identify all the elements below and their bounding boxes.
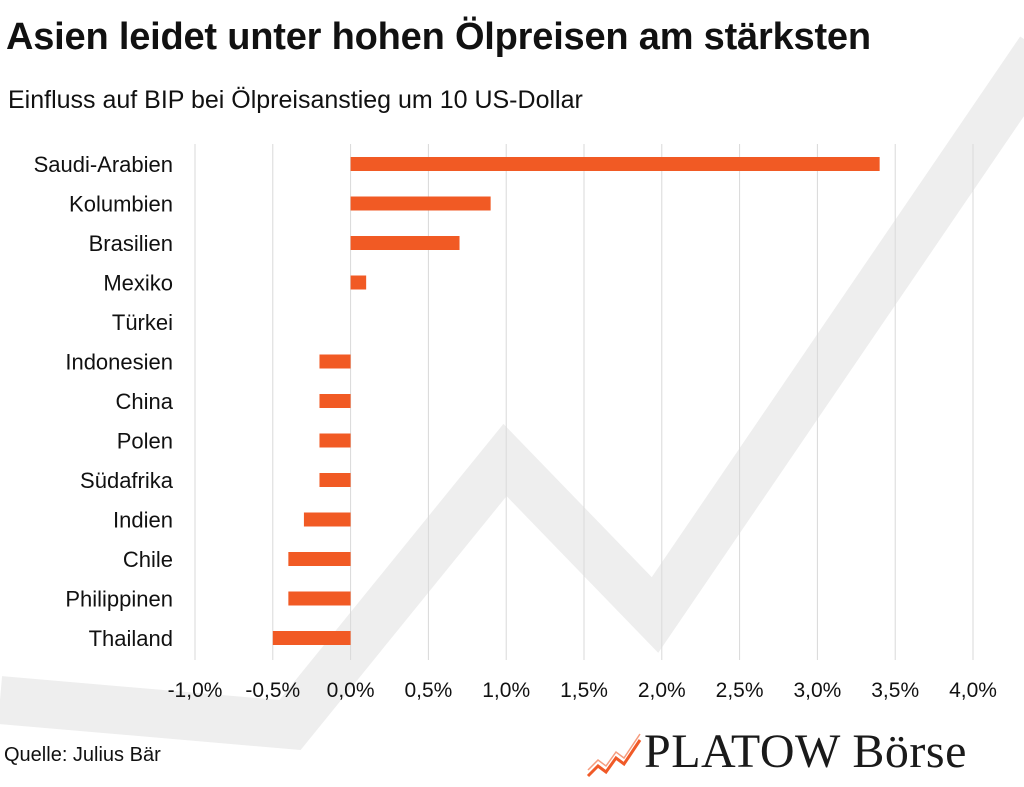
category-label: Indonesien [65,350,173,375]
x-tick-label: 0,0% [327,679,375,702]
x-tick-label: 1,0% [482,679,530,702]
bar [319,354,351,369]
chart-title: Asien leidet unter hohen Ölpreisen am st… [6,16,871,58]
category-label: Chile [123,547,173,572]
category-label: Saudi-Arabien [34,152,173,177]
x-tick-label: -0,5% [245,679,300,702]
bar [288,591,351,606]
x-tick-label: 2,0% [638,679,686,702]
category-label: Mexiko [103,271,173,296]
category-label: Südafrika [80,468,174,493]
category-label: Türkei [112,310,173,335]
category-label: Philippinen [65,587,173,612]
source-note: Quelle: Julius Bär [4,744,161,766]
x-tick-label: 0,5% [404,679,452,702]
bar [303,512,351,527]
category-label: Thailand [89,626,173,651]
category-label: China [116,389,174,414]
x-tick-label: 2,5% [716,679,764,702]
bar [350,196,491,211]
bar [319,433,351,448]
bar [288,552,351,566]
category-label: Polen [117,429,173,454]
bar [272,631,351,645]
category-label: Indien [113,508,173,533]
chart-subtitle: Einfluss auf BIP bei Ölpreisanstieg um 1… [8,86,583,114]
category-label: Brasilien [89,231,173,256]
category-label: Kolumbien [69,192,173,217]
x-tick-label: -1,0% [168,679,223,702]
bar [319,473,351,487]
rising-line-chart-icon [586,733,642,778]
x-tick-label: 4,0% [949,679,997,702]
bar [350,275,367,290]
x-tick-label: 3,0% [793,679,841,702]
x-tick-label: 3,5% [871,679,919,702]
x-tick-label: 1,5% [560,679,608,702]
logo-text: PLATOW Börse [644,725,967,778]
bar [319,394,351,408]
bar [350,157,880,171]
bar [350,236,460,250]
